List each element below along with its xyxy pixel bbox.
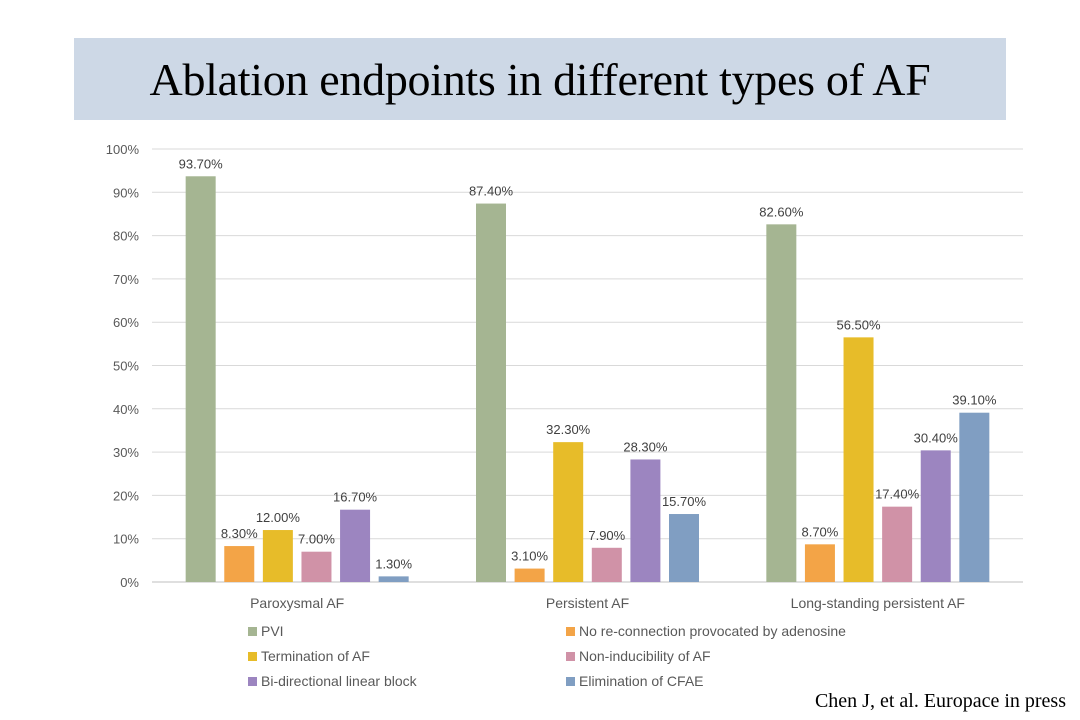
bar bbox=[224, 546, 255, 582]
bar bbox=[185, 176, 216, 583]
bar bbox=[959, 412, 990, 582]
legend-swatch bbox=[566, 626, 575, 636]
data-label: 8.30% bbox=[221, 526, 258, 541]
y-tick-label: 80% bbox=[113, 229, 139, 244]
legend-label: PVI bbox=[261, 623, 284, 639]
legend-item: Bi-directional linear block bbox=[248, 673, 417, 689]
data-label: 87.40% bbox=[469, 184, 514, 199]
chart-title: Ablation endpoints in different types of… bbox=[149, 53, 931, 105]
data-label: 32.30% bbox=[546, 422, 591, 437]
bar bbox=[804, 544, 835, 582]
y-tick-label: 20% bbox=[113, 488, 139, 503]
y-tick-label: 10% bbox=[113, 532, 139, 547]
bar bbox=[514, 568, 545, 582]
y-tick-label: 30% bbox=[113, 445, 139, 460]
data-label: 15.70% bbox=[662, 494, 707, 509]
data-label: 56.50% bbox=[836, 317, 881, 332]
y-tick-label: 50% bbox=[113, 359, 139, 374]
x-tick-label: Persistent AF bbox=[546, 595, 629, 611]
data-label: 7.00% bbox=[298, 532, 335, 547]
bar bbox=[591, 547, 622, 582]
legend-swatch bbox=[248, 676, 257, 686]
legend-swatch bbox=[566, 676, 575, 686]
y-tick-label: 100% bbox=[106, 142, 140, 157]
bar bbox=[669, 514, 699, 582]
bar bbox=[630, 459, 661, 582]
bar bbox=[340, 509, 371, 582]
title-banner: Ablation endpoints in different types of… bbox=[74, 38, 1006, 120]
legend-swatch bbox=[248, 626, 257, 636]
citation: Chen J, et al. Europace in press bbox=[814, 690, 1066, 712]
legend-item: PVI bbox=[248, 623, 284, 639]
data-label: 1.30% bbox=[375, 556, 412, 571]
legend-label: No re-connection provocated by adenosine bbox=[579, 623, 846, 639]
data-label: 17.40% bbox=[875, 487, 920, 502]
bar bbox=[920, 450, 951, 582]
legend-label: Elimination of CFAE bbox=[579, 673, 704, 689]
bar bbox=[843, 337, 874, 582]
y-tick-label: 40% bbox=[113, 402, 139, 417]
bar bbox=[553, 442, 584, 582]
y-tick-label: 70% bbox=[113, 272, 139, 287]
data-label: 39.10% bbox=[952, 393, 997, 408]
y-tick-label: 60% bbox=[113, 315, 139, 330]
data-label: 16.70% bbox=[333, 490, 378, 505]
data-label: 7.90% bbox=[588, 528, 625, 543]
bar bbox=[262, 530, 293, 582]
x-tick-label: Long-standing persistent AF bbox=[791, 595, 965, 611]
data-label: 30.40% bbox=[914, 430, 959, 445]
data-label: 8.70% bbox=[801, 524, 838, 539]
data-label: 3.10% bbox=[511, 549, 548, 564]
x-tick-label: Paroxysmal AF bbox=[250, 595, 344, 611]
legend-label: Termination of AF bbox=[261, 648, 370, 664]
y-tick-label: 0% bbox=[120, 575, 139, 590]
legend-swatch bbox=[248, 651, 257, 661]
data-label: 28.30% bbox=[623, 439, 668, 454]
legend-item: Termination of AF bbox=[248, 648, 370, 664]
data-label: 93.70% bbox=[179, 156, 224, 171]
data-label: 12.00% bbox=[256, 510, 301, 525]
legend-swatch bbox=[566, 651, 575, 661]
bar bbox=[766, 224, 797, 583]
legend-item: Non-inducibility of AF bbox=[566, 648, 711, 664]
legend-label: Non-inducibility of AF bbox=[579, 648, 711, 664]
legend-item: No re-connection provocated by adenosine bbox=[566, 623, 846, 639]
bar bbox=[378, 576, 409, 582]
bar bbox=[882, 506, 913, 582]
data-label: 82.60% bbox=[759, 204, 804, 219]
legend-item: Elimination of CFAE bbox=[566, 673, 704, 689]
legend-label: Bi-directional linear block bbox=[261, 673, 417, 689]
bar bbox=[301, 551, 332, 582]
bar bbox=[476, 203, 506, 583]
y-tick-label: 90% bbox=[113, 185, 139, 200]
